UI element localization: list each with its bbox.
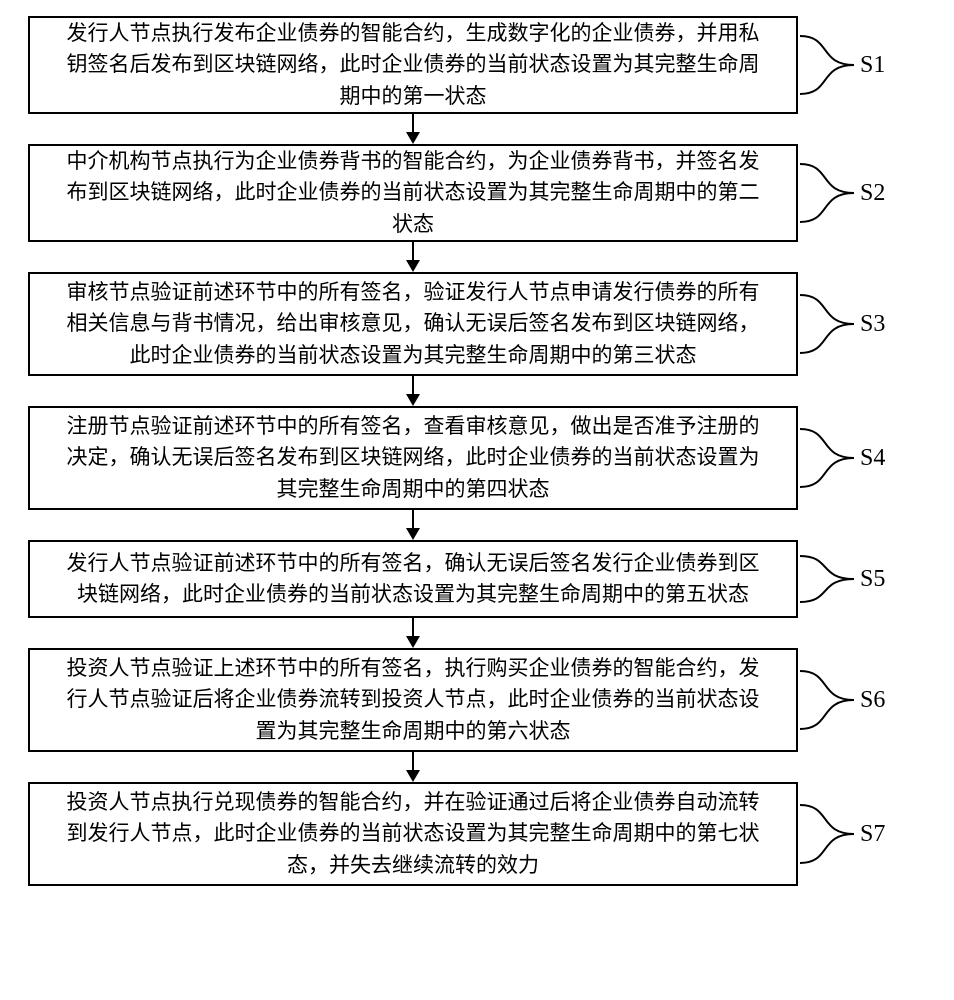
flow-step-text-line: 状态 (67, 209, 760, 241)
flow-arrow (0, 752, 954, 782)
step-label-group: S1 (798, 30, 895, 100)
step-label: S4 (858, 445, 895, 472)
flow-step-box: 发行人节点执行发布企业债券的智能合约，生成数字化的企业债券，并用私钥签名后发布到… (28, 16, 798, 114)
flow-step-text-line: 投资人节点验证上述环节中的所有签名，执行购买企业债券的智能合约，发 (67, 653, 760, 685)
flow-step-row: 发行人节点执行发布企业债券的智能合约，生成数字化的企业债券，并用私钥签名后发布到… (0, 16, 954, 114)
flow-arrow (0, 510, 954, 540)
step-label-group: S3 (798, 289, 895, 359)
flow-step-row: 投资人节点执行兑现债券的智能合约，并在验证通过后将企业债券自动流转到发行人节点，… (0, 782, 954, 886)
step-label-group: S2 (798, 158, 895, 228)
step-label: S7 (858, 821, 895, 848)
flow-arrow (0, 242, 954, 272)
flow-step-text-line: 发行人节点验证前述环节中的所有签名，确认无误后签名发行企业债券到区 (67, 548, 760, 580)
step-label: S5 (858, 566, 895, 593)
flow-step-text-line: 布到区块链网络，此时企业债券的当前状态设置为其完整生命周期中的第二 (67, 177, 760, 209)
flow-step-box: 投资人节点执行兑现债券的智能合约，并在验证通过后将企业债券自动流转到发行人节点，… (28, 782, 798, 886)
flow-step-text-line: 到发行人节点，此时企业债券的当前状态设置为其完整生命周期中的第七状 (67, 818, 760, 850)
step-label-group: S5 (798, 550, 895, 608)
flow-step-box: 发行人节点验证前述环节中的所有签名，确认无误后签名发行企业债券到区块链网络，此时… (28, 540, 798, 618)
flow-arrow (0, 114, 954, 144)
flow-step-row: 注册节点验证前述环节中的所有签名，查看审核意见，做出是否准予注册的决定，确认无误… (0, 406, 954, 510)
flow-step-text-line: 决定，确认无误后签名发布到区块链网络，此时企业债券的当前状态设置为 (67, 442, 760, 474)
flow-step-box: 注册节点验证前述环节中的所有签名，查看审核意见，做出是否准予注册的决定，确认无误… (28, 406, 798, 510)
step-label: S2 (858, 180, 895, 207)
flow-step-text-line: 相关信息与背书情况，给出审核意见，确认无误后签名发布到区块链网络， (67, 308, 760, 340)
flow-step-box: 审核节点验证前述环节中的所有签名，验证发行人节点申请发行债券的所有相关信息与背书… (28, 272, 798, 376)
step-label-group: S6 (798, 665, 895, 735)
step-label-group: S7 (798, 799, 895, 869)
flow-step-text-line: 其完整生命周期中的第四状态 (67, 474, 760, 506)
flow-step-row: 投资人节点验证上述环节中的所有签名，执行购买企业债券的智能合约，发行人节点验证后… (0, 648, 954, 752)
flow-step-box: 投资人节点验证上述环节中的所有签名，执行购买企业债券的智能合约，发行人节点验证后… (28, 648, 798, 752)
flow-step-text-line: 注册节点验证前述环节中的所有签名，查看审核意见，做出是否准予注册的 (67, 411, 760, 443)
flow-step-text-line: 钥签名后发布到区块链网络，此时企业债券的当前状态设置为其完整生命周 (67, 49, 760, 81)
flow-step-row: 中介机构节点执行为企业债券背书的智能合约，为企业债券背书，并签名发布到区块链网络… (0, 144, 954, 242)
flow-arrow (0, 376, 954, 406)
flow-step-text-line: 置为其完整生命周期中的第六状态 (67, 716, 760, 748)
flow-step-text-line: 此时企业债券的当前状态设置为其完整生命周期中的第三状态 (67, 340, 760, 372)
flow-step-row: 发行人节点验证前述环节中的所有签名，确认无误后签名发行企业债券到区块链网络，此时… (0, 540, 954, 618)
flow-step-row: 审核节点验证前述环节中的所有签名，验证发行人节点申请发行债券的所有相关信息与背书… (0, 272, 954, 376)
step-label: S3 (858, 311, 895, 338)
flow-step-box: 中介机构节点执行为企业债券背书的智能合约，为企业债券背书，并签名发布到区块链网络… (28, 144, 798, 242)
flowchart-canvas: 发行人节点执行发布企业债券的智能合约，生成数字化的企业债券，并用私钥签名后发布到… (0, 0, 954, 1000)
flow-step-text-line: 审核节点验证前述环节中的所有签名，验证发行人节点申请发行债券的所有 (67, 277, 760, 309)
step-label: S6 (858, 687, 895, 714)
flow-step-text-line: 行人节点验证后将企业债券流转到投资人节点，此时企业债券的当前状态设 (67, 684, 760, 716)
flow-arrow (0, 618, 954, 648)
flow-step-text-line: 态，并失去继续流转的效力 (67, 850, 760, 882)
step-label-group: S4 (798, 423, 895, 493)
flow-step-text-line: 期中的第一状态 (67, 81, 760, 113)
flow-step-text-line: 投资人节点执行兑现债券的智能合约，并在验证通过后将企业债券自动流转 (67, 787, 760, 819)
step-label: S1 (858, 52, 895, 79)
flow-step-text-line: 发行人节点执行发布企业债券的智能合约，生成数字化的企业债券，并用私 (67, 18, 760, 50)
flow-step-text-line: 中介机构节点执行为企业债券背书的智能合约，为企业债券背书，并签名发 (67, 146, 760, 178)
flow-step-text-line: 块链网络，此时企业债券的当前状态设置为其完整生命周期中的第五状态 (67, 579, 760, 611)
